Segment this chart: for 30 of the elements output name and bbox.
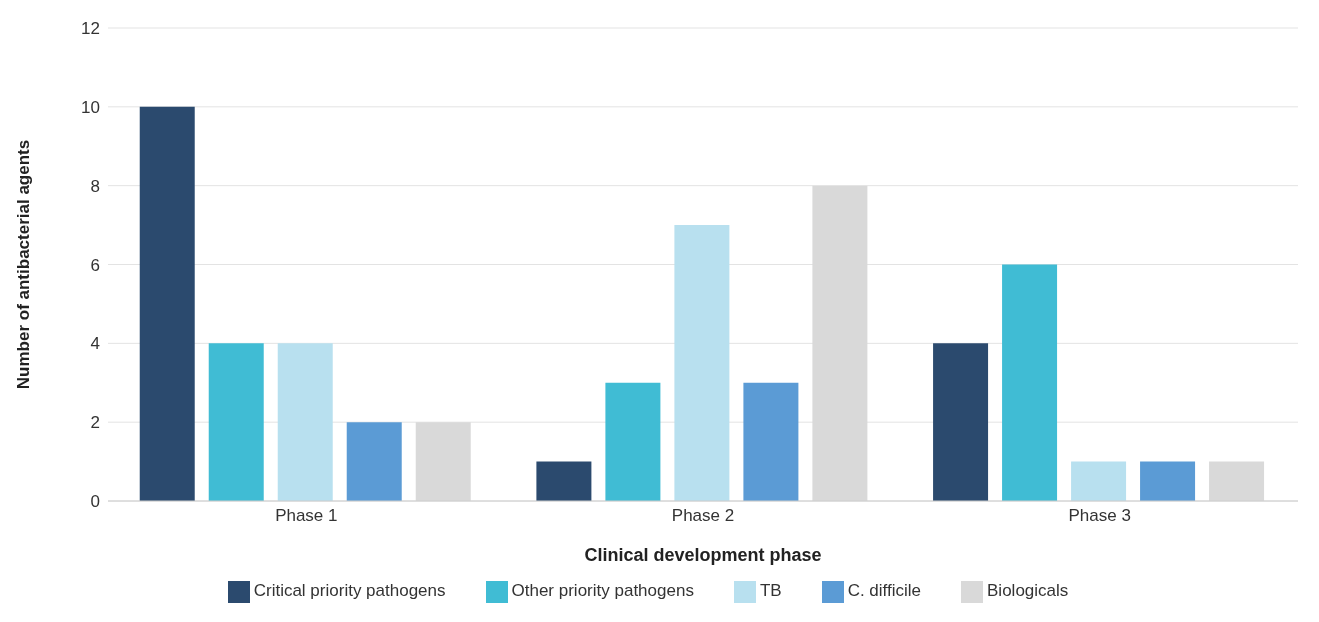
y-tick-label: 10 [81, 97, 100, 117]
x-tick-label: Phase 1 [275, 506, 338, 526]
bar [277, 343, 333, 501]
bar [605, 382, 661, 501]
bar [933, 343, 989, 501]
bar [346, 422, 402, 501]
bar [208, 343, 264, 501]
bar [743, 382, 799, 501]
bar [1140, 461, 1196, 501]
bar [1209, 461, 1265, 501]
x-tick-label: Phase 2 [671, 506, 735, 526]
y-tick-label: 6 [90, 255, 100, 275]
y-axis-title: Number of antibacterial agents [14, 139, 34, 390]
bar [1002, 264, 1058, 501]
y-tick-label: 0 [90, 492, 100, 512]
bar [536, 461, 592, 501]
legend-label: TB [759, 581, 782, 601]
y-tick-label: 2 [90, 413, 100, 433]
bar [1071, 461, 1127, 501]
legend-label: Biologicals [987, 581, 1069, 601]
legend-label: Other priority pathogens [511, 581, 694, 601]
bar [139, 106, 195, 501]
y-tick-label: 12 [81, 19, 100, 39]
bar [674, 225, 730, 501]
legend-label: C. difficile [847, 581, 922, 601]
x-tick-label: Phase 3 [1068, 506, 1131, 526]
y-tick-label: 4 [90, 334, 100, 354]
x-axis-title: Clinical development phase [584, 545, 822, 565]
y-tick-label: 8 [90, 176, 100, 196]
legend-label: Critical priority pathogens [253, 581, 446, 601]
